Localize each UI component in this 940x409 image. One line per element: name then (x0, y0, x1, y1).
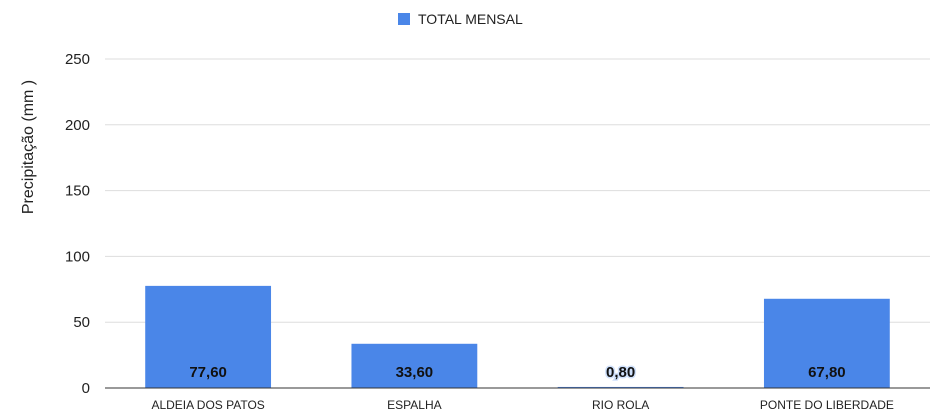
bars (145, 285, 890, 388)
legend: TOTAL MENSAL (398, 11, 523, 27)
y-tick-label: 50 (73, 314, 90, 331)
bar (763, 298, 890, 388)
x-tick-label: PONTE DO LIBERDADE (760, 398, 894, 409)
bar (557, 386, 684, 388)
legend-label: TOTAL MENSAL (418, 11, 523, 27)
data-label: 33,60 (396, 364, 434, 381)
data-label: 67,80 (808, 364, 846, 381)
data-label: 0,80 (606, 364, 635, 381)
y-tick-label: 0 (82, 380, 90, 397)
x-tick-label: ALDEIA DOS PATOS (151, 398, 264, 409)
y-tick-label: 200 (65, 117, 90, 134)
bar (145, 285, 272, 388)
data-label: 77,60 (189, 364, 227, 381)
y-axis-ticks: 0 50 100 150 200 250 (65, 51, 90, 397)
y-tick-label: 150 (65, 183, 90, 200)
y-tick-label: 250 (65, 51, 90, 68)
y-axis-title: Precipitação (mm ) (20, 80, 37, 214)
y-tick-label: 100 (65, 248, 90, 265)
data-labels: 77,60 33,60 0,80 67,80 (189, 363, 846, 383)
x-tick-label: ESPALHA (387, 398, 441, 409)
x-tick-label: RIO ROLA (592, 398, 649, 409)
legend-swatch (398, 13, 410, 25)
gridlines (105, 58, 930, 323)
x-axis-ticks: ALDEIA DOS PATOS ESPALHA RIO ROLA PONTE DO … (151, 398, 893, 409)
bar (351, 343, 478, 388)
